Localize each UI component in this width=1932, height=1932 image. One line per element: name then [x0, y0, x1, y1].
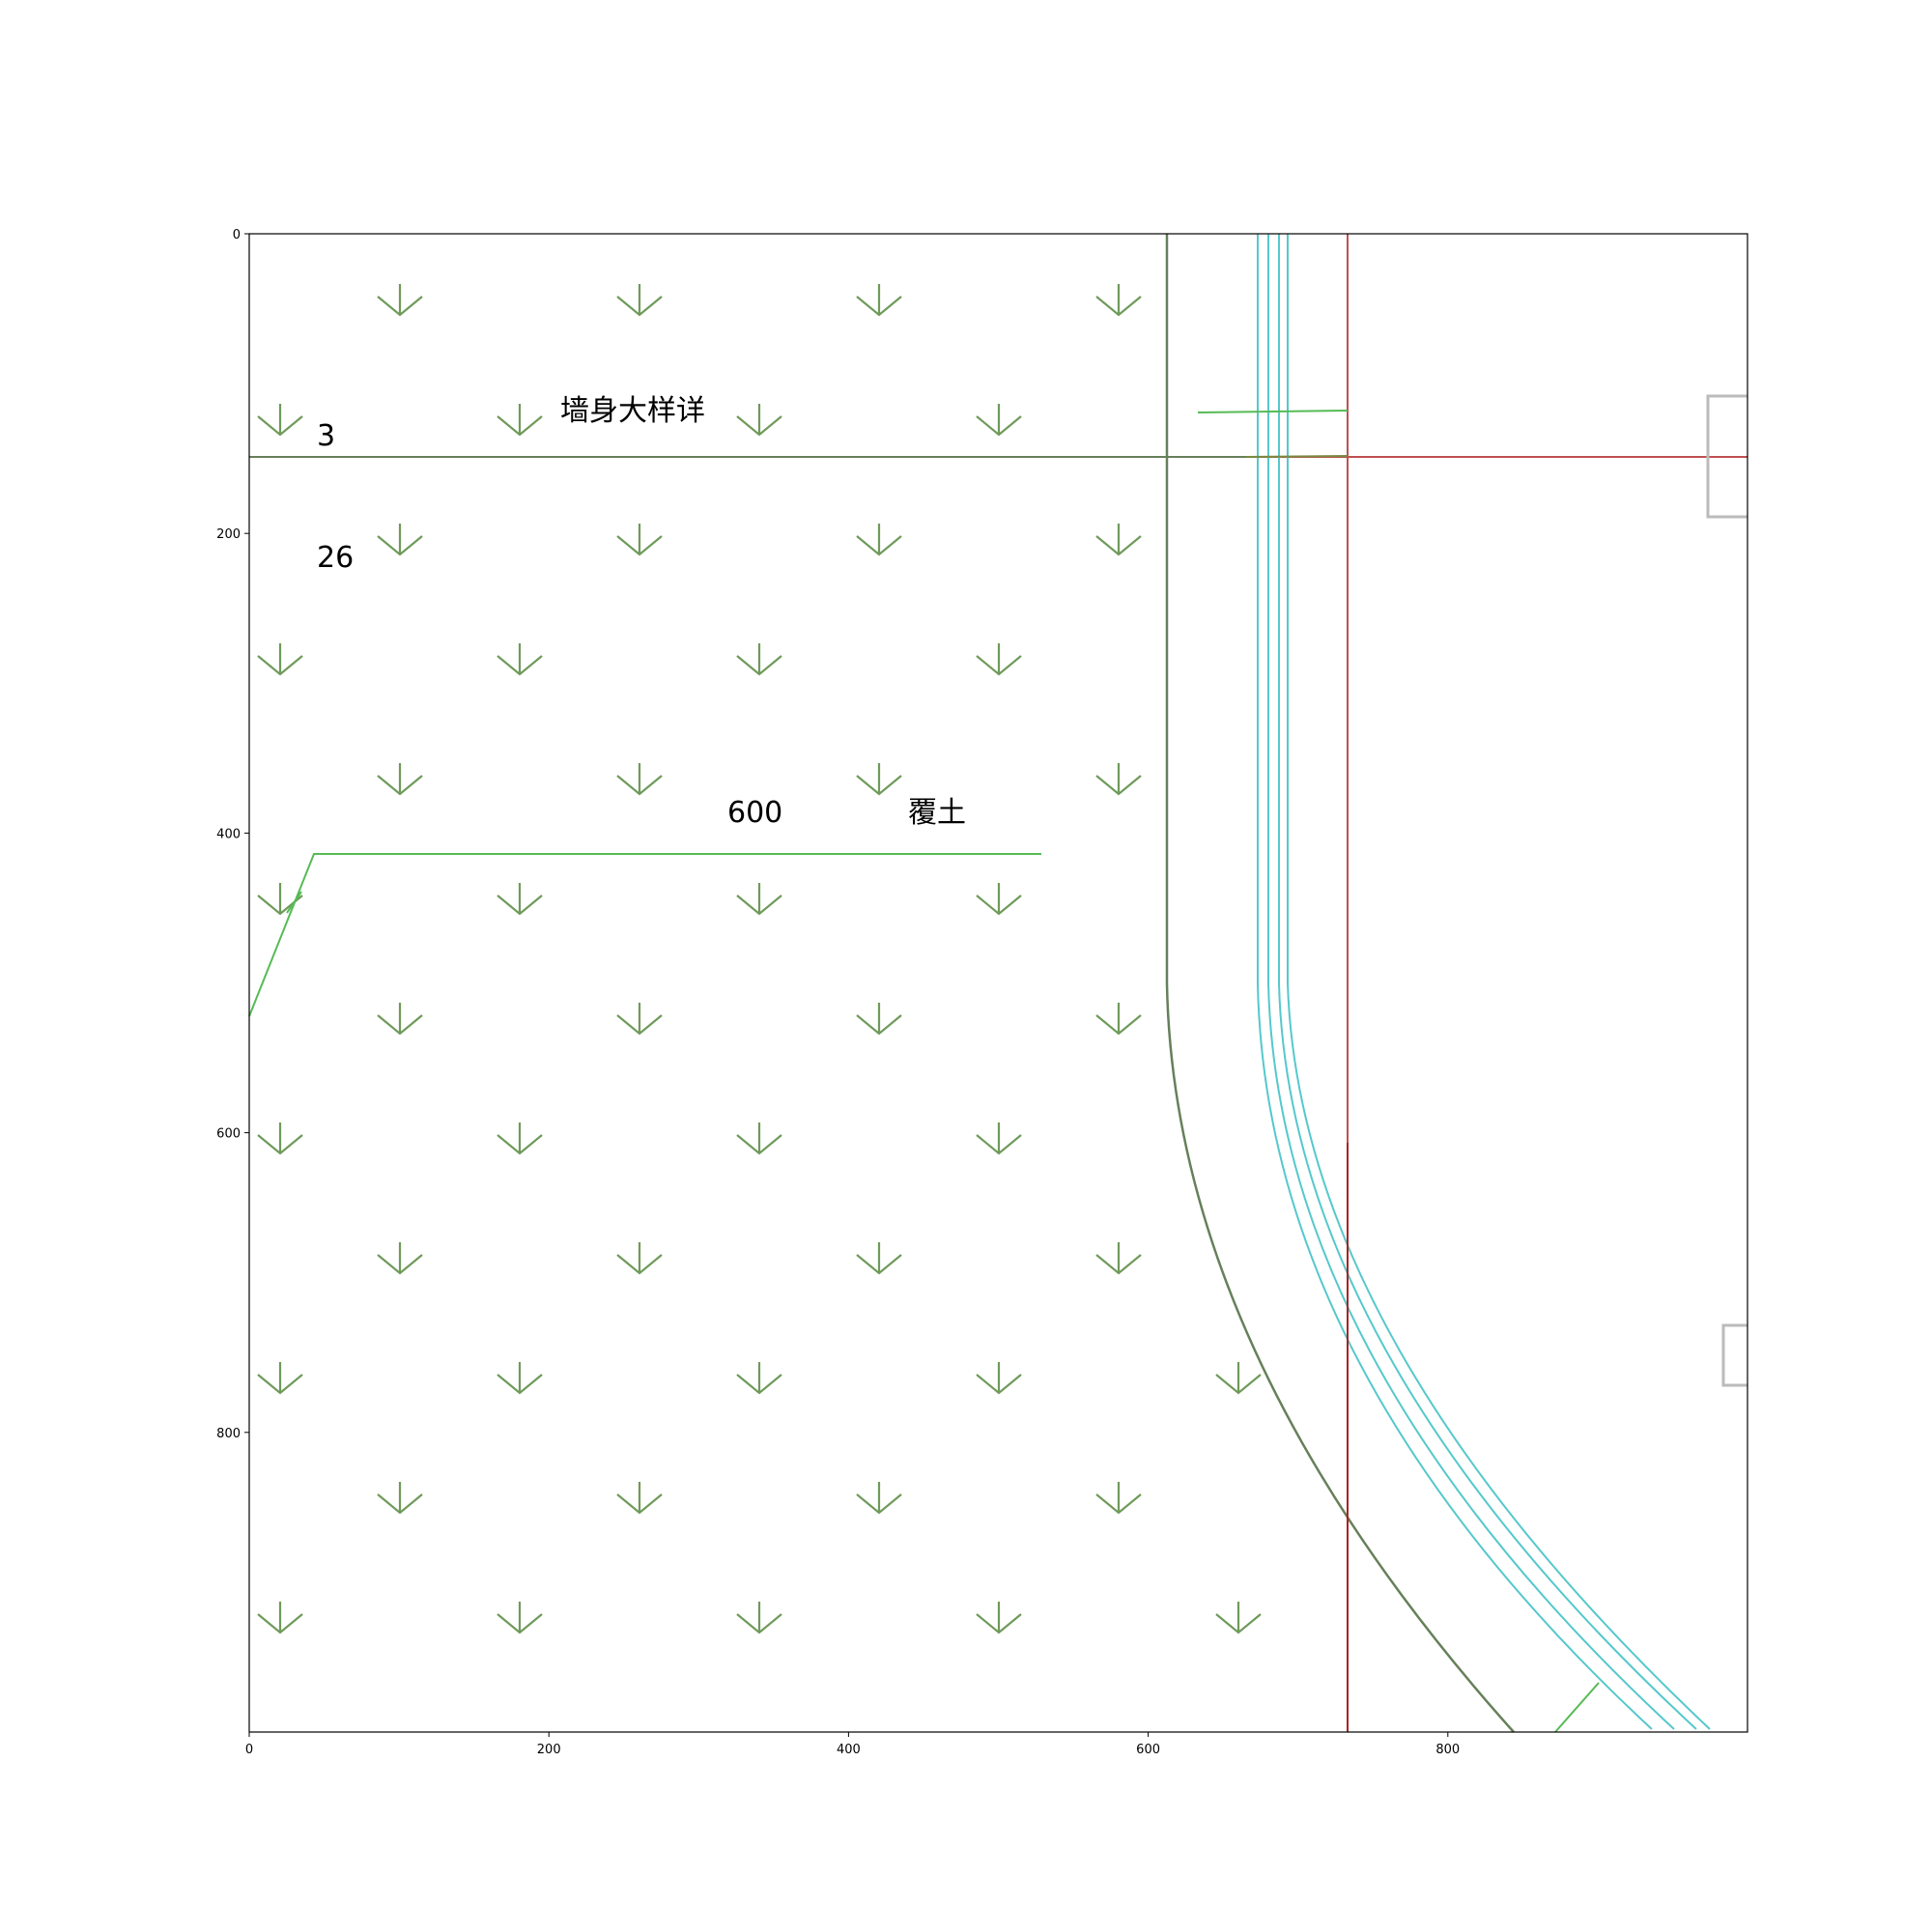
arrow-down-icon: [1215, 1602, 1262, 1634]
pipe-line-1: [1257, 234, 1653, 1730]
soil-cover-outline: [248, 853, 1041, 1017]
arrow-down-icon: [377, 524, 423, 556]
x-tick-label: 400: [837, 1743, 861, 1757]
arrow-down-icon: [976, 643, 1022, 676]
arrow-down-icon: [497, 1122, 543, 1155]
arrow-down-icon: [736, 1122, 782, 1155]
arrow-down-icon: [377, 763, 423, 796]
x-tick-label: 600: [1136, 1743, 1160, 1757]
plot-frame: [248, 233, 1748, 1733]
arrow-down-icon: [257, 643, 303, 676]
arrow-down-icon: [616, 1482, 663, 1515]
arrow-down-icon: [736, 883, 782, 916]
pipe-line-3: [1278, 234, 1697, 1730]
arrow-down-icon: [976, 1362, 1022, 1395]
arrow-down-icon: [736, 1362, 782, 1395]
soil-hatch-pattern: [257, 284, 1262, 1634]
arrow-down-icon: [1095, 1003, 1142, 1036]
x-axis: 0 200 400 600 800: [245, 1732, 1460, 1757]
y-tick-label: 0: [233, 228, 241, 242]
arrow-down-icon: [976, 1122, 1022, 1155]
cad-geometry: [248, 234, 1747, 1733]
arrow-down-icon: [856, 1003, 902, 1036]
leader-line-bottom: [1554, 1682, 1600, 1733]
arrow-down-icon: [1095, 524, 1142, 556]
arrow-down-icon: [856, 1242, 902, 1275]
arrow-down-icon: [377, 284, 423, 317]
y-axis: 0 200 400 600 800: [216, 228, 249, 1441]
note-wall-detail: 墙身大样详: [560, 394, 705, 428]
arrow-down-icon: [736, 643, 782, 676]
arrow-down-icon: [1095, 763, 1142, 796]
arrow-down-icon: [856, 1482, 902, 1515]
arrow-down-icon: [976, 1602, 1022, 1634]
arrow-down-icon: [257, 1122, 303, 1155]
arrow-down-icon: [497, 1602, 543, 1634]
x-tick-label: 800: [1435, 1743, 1460, 1757]
y-tick-label: 200: [216, 527, 241, 542]
label-soil-cover: 覆土: [908, 796, 966, 830]
arrow-down-icon: [377, 1242, 423, 1275]
arrow-down-icon: [736, 1602, 782, 1634]
arrow-down-icon: [1215, 1362, 1262, 1395]
arrow-down-icon: [257, 1602, 303, 1634]
arrow-down-icon: [1095, 284, 1142, 317]
arrow-down-icon: [1095, 1242, 1142, 1275]
arrow-down-icon: [976, 883, 1022, 916]
y-tick-label: 400: [216, 827, 241, 841]
arrow-down-icon: [497, 643, 543, 676]
arrow-down-icon: [257, 404, 303, 437]
arrow-down-icon: [497, 883, 543, 916]
soil-cover-notch: [286, 891, 302, 914]
arrow-down-icon: [1095, 1482, 1142, 1515]
y-tick-label: 600: [216, 1127, 241, 1142]
x-tick-label: 0: [245, 1743, 253, 1757]
leader-line-diagonal: [1245, 455, 1349, 458]
arrow-down-icon: [856, 524, 902, 556]
wall-outline: [1165, 234, 1515, 1733]
dimension-600: 600: [727, 796, 782, 830]
arrow-down-icon: [856, 763, 902, 796]
arrow-down-icon: [856, 284, 902, 317]
arrow-down-icon: [616, 1003, 663, 1036]
pipe-line-4: [1287, 234, 1711, 1730]
x-tick-label: 200: [537, 1743, 561, 1757]
y-tick-label: 800: [216, 1427, 241, 1441]
section-mark-box-top: [1706, 394, 1747, 519]
arrow-down-icon: [377, 1003, 423, 1036]
arrow-down-icon: [497, 1362, 543, 1395]
dimension-26: 26: [317, 541, 354, 575]
arrow-down-icon: [257, 1362, 303, 1395]
arrow-down-icon: [616, 284, 663, 317]
arrow-down-icon: [616, 1242, 663, 1275]
arrow-down-icon: [497, 404, 543, 437]
arrow-down-icon: [616, 763, 663, 796]
arrow-down-icon: [736, 404, 782, 437]
pipe-line-2: [1267, 234, 1675, 1730]
dimension-3: 3: [317, 419, 335, 453]
leader-line-top: [1197, 410, 1349, 413]
plot-area: [249, 234, 1747, 1732]
arrow-down-icon: [616, 524, 663, 556]
section-mark-box-bottom: [1721, 1323, 1747, 1387]
arrow-down-icon: [377, 1482, 423, 1515]
arrow-down-icon: [976, 404, 1022, 437]
